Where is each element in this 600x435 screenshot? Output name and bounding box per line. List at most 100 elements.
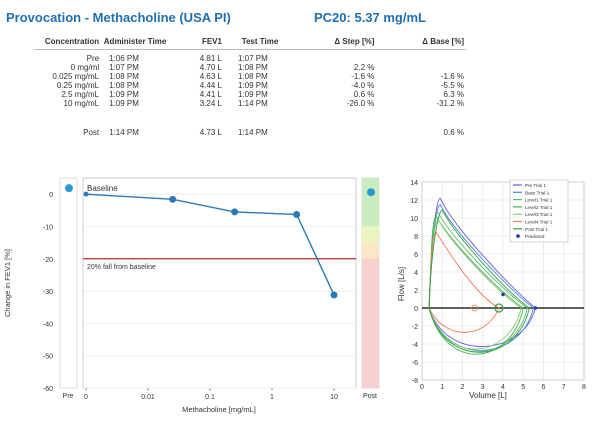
x-tick-label: 5 <box>521 384 525 391</box>
y-tick-label: -4 <box>412 342 418 349</box>
flow-loops <box>428 197 538 355</box>
flow-loop <box>428 212 528 353</box>
col-administer-time: Administer Time <box>101 34 169 50</box>
table-row: 0 mg/ml 1:07 PM 4.70 L 1:08 PM 2.2 % <box>70 63 375 72</box>
x-tick-label: 3 <box>481 384 485 391</box>
fall-label: 20% fall from baseline <box>87 264 156 271</box>
y-tick-label: -20 <box>43 257 53 264</box>
data-point <box>83 191 89 197</box>
severity-zones <box>362 178 379 388</box>
dose-response-chart: 0 -10 -20 -30 -40 -50 -60 0 0.01 0.1 1 10 Baseline… <box>3 177 380 414</box>
x-tick-label: 4 <box>501 384 505 391</box>
y-tick-label: -6 <box>412 360 418 367</box>
y-tick-label: 14 <box>410 180 418 187</box>
table-row: Pre 1:06 PM 4.81 L 1:07 PM <box>86 54 268 63</box>
page-title: Provocation - Methacholine (USA PI) <box>6 10 231 25</box>
legend-entry: Post Trial 1 <box>525 227 548 232</box>
y-tick-label: 12 <box>410 198 418 205</box>
table-row: 0.025 mg/mL 1:08 PM 4.63 L 1:08 PM -1.6 % -1.… <box>52 72 464 81</box>
legend-entry: Level1 Trial 1 <box>525 198 553 203</box>
pre-label: Pre <box>63 393 74 400</box>
flow-legend <box>509 179 569 243</box>
x-tick-label: 1 <box>270 394 274 401</box>
table-row: 10 mg/mL 1:09 PM 3.24 L 1:14 PM -26.0 % -31.2… <box>63 99 464 108</box>
y-tick-label: -60 <box>43 386 53 393</box>
y-gridlines <box>83 193 356 389</box>
y-tick-label: -2 <box>412 324 418 331</box>
col-test-time: Test Time <box>223 34 297 50</box>
flow-y-label: Flow [L/s] <box>397 267 406 301</box>
y-tick-labels: 0 -10 -20 -30 -40 -50 -60 <box>43 192 53 393</box>
y-tick-label: 0 <box>414 306 418 313</box>
y-tick-label: 0 <box>49 192 53 199</box>
y-tick-label: -50 <box>43 354 53 361</box>
x-tick-label: 10 <box>330 394 338 401</box>
legend-entry: Level2 Trial 1 <box>525 205 553 210</box>
flow-loop <box>428 209 530 353</box>
post-label: Post <box>363 393 377 400</box>
zone-band <box>362 178 379 227</box>
y-tick-label: 10 <box>410 216 418 223</box>
y-tick-label: -40 <box>43 321 53 328</box>
legend-entry: Base Trial 1 <box>525 190 550 195</box>
post-point <box>367 188 375 197</box>
table-row: 0.25 mg/mL 1:08 PM 4.44 L 1:09 PM -4.0 % -5.5… <box>56 81 464 90</box>
baseline-label: Baseline <box>87 184 118 193</box>
flow-plot-frame <box>421 181 585 381</box>
x-tick-label: 0.1 <box>205 394 215 401</box>
table-row: Post 1:14 PM 4.73 L 1:14 PM 0.6 % <box>83 128 464 137</box>
pre-column-frame <box>59 177 78 389</box>
y-tick-label: 2 <box>414 288 418 295</box>
flow-loop <box>428 204 534 351</box>
y-tick-label: 6 <box>414 252 418 259</box>
legend-entry: Pre Trial 1 <box>525 183 546 188</box>
data-point <box>293 211 301 219</box>
x-tick-label: 8 <box>582 384 586 391</box>
x-tick-label: 0 <box>84 394 88 401</box>
x-axis-label: Methacholine [mg/mL] <box>182 405 256 414</box>
y-tick-label: 8 <box>414 234 418 241</box>
flow-loop <box>428 231 500 333</box>
x-tick-label: 6 <box>542 384 546 391</box>
x-tick-label: 2 <box>461 384 465 391</box>
col-delta-base: Δ Base [%] <box>376 34 466 50</box>
data-point <box>169 195 177 203</box>
pc20-result: PC20: 5.37 mg/mL <box>314 10 426 25</box>
data-point <box>330 291 338 299</box>
x-tick-label: 0.01 <box>141 394 155 401</box>
data-points <box>83 191 338 299</box>
legend-entry: Predicted <box>525 234 545 239</box>
flow-x-label: Volume [L] <box>469 391 507 400</box>
table-row: 2.5 mg/mL 1:09 PM 4.41 L 1:09 PM 0.6 % 6.3 % <box>61 90 464 99</box>
zone-band <box>362 226 379 243</box>
x-tick-labels: 0 0.01 0.1 1 10 <box>84 388 338 401</box>
pre-point <box>65 184 73 193</box>
col-delta-step: Δ Step [%] <box>296 34 377 50</box>
flow-loop <box>428 215 524 355</box>
y-tick-label: -8 <box>412 378 418 385</box>
predicted-point <box>501 292 505 297</box>
y-tick-label: 4 <box>414 270 418 277</box>
data-point <box>231 208 239 216</box>
results-table: Concentration Administer Time FEV1 Test … <box>34 34 466 137</box>
x-tick-label: 7 <box>562 384 566 391</box>
y-tick-label: -30 <box>43 289 53 296</box>
legend-entry: Level3 Trial 1 <box>525 212 553 217</box>
table-header-row: Concentration Administer Time FEV1 Test … <box>34 34 466 50</box>
col-fev1: FEV1 <box>168 34 224 50</box>
zone-band <box>362 242 379 259</box>
zone-band <box>362 258 379 388</box>
flow-x-ticks: 0 1 2 3 4 5 6 7 8 <box>420 384 586 391</box>
flow-y-ticks: 14 12 10 8 6 4 2 0 -2 -4 -6 -8 <box>410 180 418 385</box>
y-axis-label: Change in FEV1 [%] <box>3 249 12 317</box>
col-concentration: Concentration <box>34 34 102 50</box>
predicted-point <box>533 306 538 310</box>
y-tick-label: -10 <box>43 224 53 231</box>
x-tick-label: 1 <box>440 384 444 391</box>
loop-marker <box>494 303 504 313</box>
loop-marker <box>471 304 479 312</box>
fev1-change-line <box>85 193 335 296</box>
x-tick-label: 0 <box>420 384 424 391</box>
legend-marker <box>516 234 520 238</box>
